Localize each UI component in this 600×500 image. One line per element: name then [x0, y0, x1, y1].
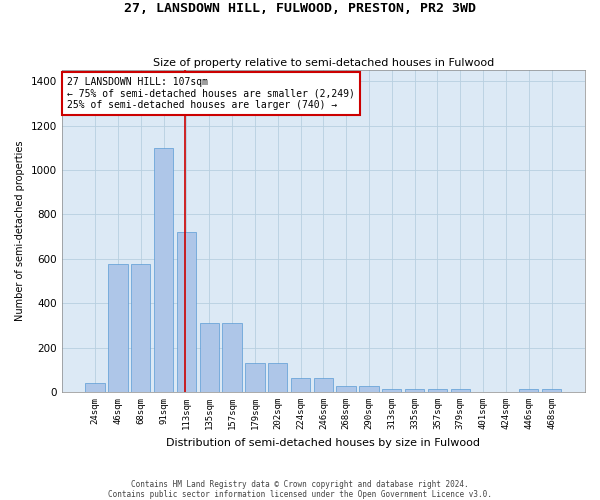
- Bar: [337, 386, 356, 392]
- Bar: [245, 363, 265, 392]
- Text: Contains HM Land Registry data © Crown copyright and database right 2024.
Contai: Contains HM Land Registry data © Crown c…: [108, 480, 492, 499]
- Bar: [519, 389, 538, 392]
- X-axis label: Distribution of semi-detached houses by size in Fulwood: Distribution of semi-detached houses by …: [166, 438, 481, 448]
- Bar: [291, 378, 310, 392]
- Bar: [359, 386, 379, 392]
- Bar: [200, 323, 219, 392]
- Bar: [382, 388, 401, 392]
- Bar: [268, 363, 287, 392]
- Y-axis label: Number of semi-detached properties: Number of semi-detached properties: [15, 141, 25, 322]
- Bar: [223, 323, 242, 392]
- Bar: [451, 389, 470, 392]
- Text: 27 LANSDOWN HILL: 107sqm
← 75% of semi-detached houses are smaller (2,249)
25% o: 27 LANSDOWN HILL: 107sqm ← 75% of semi-d…: [67, 76, 355, 110]
- Title: Size of property relative to semi-detached houses in Fulwood: Size of property relative to semi-detach…: [153, 58, 494, 68]
- Bar: [314, 378, 333, 392]
- Bar: [177, 232, 196, 392]
- Bar: [131, 264, 151, 392]
- Bar: [154, 148, 173, 392]
- Bar: [85, 383, 105, 392]
- Bar: [405, 388, 424, 392]
- Bar: [428, 389, 447, 392]
- Bar: [542, 389, 561, 392]
- Bar: [108, 264, 128, 392]
- Text: 27, LANSDOWN HILL, FULWOOD, PRESTON, PR2 3WD: 27, LANSDOWN HILL, FULWOOD, PRESTON, PR2…: [124, 2, 476, 16]
